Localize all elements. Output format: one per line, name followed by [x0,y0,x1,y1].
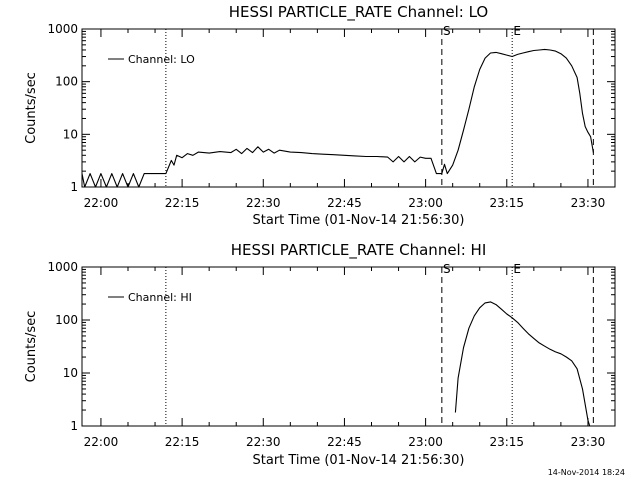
y-tick-label: 10 [63,366,78,380]
y-tick-label: 1000 [47,260,78,274]
x-tick-label: 23:15 [489,196,524,210]
x-tick-label: 23:30 [571,435,606,449]
x-tick-label: 22:15 [165,196,200,210]
legend-entry: Channel: HI [128,291,192,304]
marker-label: E [513,24,521,38]
x-tick-label: 22:00 [84,435,119,449]
x-axis-label: Start Time (01-Nov-14 21:56:30) [253,453,465,468]
y-tick-label: 1 [70,180,78,194]
plot-timestamp: 14-Nov-2014 18:24 [548,468,625,477]
y-tick-label: 100 [55,75,78,89]
y-tick-label: 10 [63,127,78,141]
marker-label: E [513,262,521,276]
marker-label: S [443,24,451,38]
legend-entry: Channel: LO [128,53,195,66]
marker-label: S [443,262,451,276]
y-tick-label: 100 [55,313,78,327]
x-tick-label: 23:00 [408,435,443,449]
y-tick-label: 1000 [47,22,78,36]
x-axis-label: Start Time (01-Nov-14 21:56:30) [253,213,465,228]
y-axis-label: Counts/sec [24,311,39,383]
chart-title: HESSI PARTICLE_RATE Channel: HI [231,241,487,260]
x-tick-label: 22:30 [246,196,281,210]
x-tick-label: 23:30 [571,196,606,210]
y-tick-label: 1 [70,419,78,433]
chart-title: HESSI PARTICLE_RATE Channel: LO [229,3,488,22]
x-tick-label: 22:30 [246,435,281,449]
chart-panel-lo: HESSI PARTICLE_RATE Channel: LO 1 10 100 100… [24,3,616,228]
y-axis-label: Counts/sec [24,72,39,144]
chart-panel-hi: HESSI PARTICLE_RATE Channel: HI 1 10 100 100… [24,241,616,468]
x-tick-label: 22:45 [327,196,362,210]
plot-frame [81,28,616,188]
series-line-lo [81,48,594,188]
x-tick-label: 22:45 [327,435,362,449]
x-tick-label: 23:00 [408,196,443,210]
series-line-hi [454,301,591,427]
x-tick-label: 22:00 [84,196,119,210]
x-tick-label: 22:15 [165,435,200,449]
x-tick-label: 23:15 [489,435,524,449]
plot-frame [81,266,616,427]
